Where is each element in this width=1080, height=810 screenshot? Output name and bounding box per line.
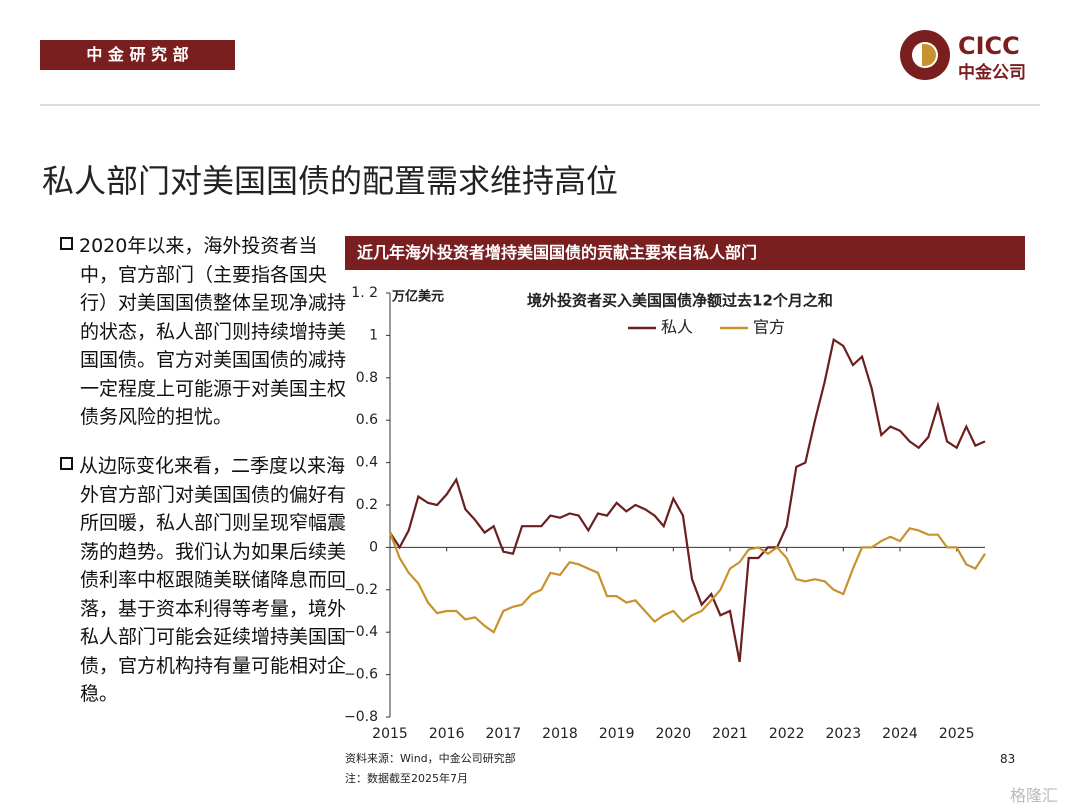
y-tick-label: −0.8: [344, 709, 378, 725]
bullet: 2020年以来，海外投资者当中，官方部门（主要指各国央行）对美国国债整体呈现净减…: [60, 232, 350, 432]
y-tick-label: 0.4: [356, 455, 378, 471]
y-tick-label: 0: [369, 539, 378, 555]
x-tick-label: 2017: [486, 726, 522, 742]
source: 资料来源：Wind，中金公司研究部: [345, 752, 516, 765]
x-tick-label: 2022: [769, 726, 805, 742]
y-tick-label: 0.8: [356, 370, 378, 386]
y-tick-label: 1: [369, 327, 378, 343]
series-line: [389, 337, 986, 663]
page-number: 83: [1000, 752, 1016, 766]
y-tick-label: −0.6: [344, 667, 378, 683]
x-tick-label: 2019: [599, 726, 635, 742]
chart-title: 境外投资者买入美国国债净额过去12个月之和: [527, 292, 833, 310]
x-tick-label: 2018: [542, 726, 578, 742]
x-tick-label: 2015: [372, 726, 408, 742]
x-tick-label: 2016: [429, 726, 465, 742]
divider: [40, 104, 1040, 106]
logo-en: CICC: [958, 32, 1020, 60]
chart-banner: 近几年海外投资者增持美国国债的贡献主要来自私人部门: [345, 236, 1025, 270]
legend-label: 私人: [661, 318, 693, 337]
y-tick-label: 0.6: [356, 412, 378, 428]
bullet: 从边际变化来看，二季度以来海外官方部门对美国国债的偏好有所回暖，私人部门则呈现窄…: [60, 452, 350, 709]
series-line: [388, 527, 986, 634]
x-tick-label: 2020: [656, 726, 692, 742]
x-tick-label: 2023: [826, 726, 862, 742]
logo-cn: 中金公司: [958, 63, 1026, 83]
y-tick-label: 1. 2: [351, 285, 378, 301]
watermark: 格隆汇: [1010, 786, 1059, 805]
y-tick-label: −0.4: [344, 624, 378, 640]
legend-label: 官方: [753, 318, 785, 337]
y-axis-label: 万亿美元: [391, 289, 444, 305]
slide-title: 私人部门对美国国债的配置需求维持高位: [42, 162, 619, 200]
y-tick-label: 0.2: [356, 497, 378, 513]
x-tick-label: 2021: [712, 726, 748, 742]
department-tag: 中 金 研 究 部: [40, 40, 235, 70]
x-tick-label: 2024: [882, 726, 918, 742]
logo-mark: [900, 30, 950, 80]
y-tick-label: −0.2: [344, 582, 378, 598]
note: 注：数据截至2025年7月: [345, 772, 468, 785]
x-tick-label: 2025: [939, 726, 975, 742]
